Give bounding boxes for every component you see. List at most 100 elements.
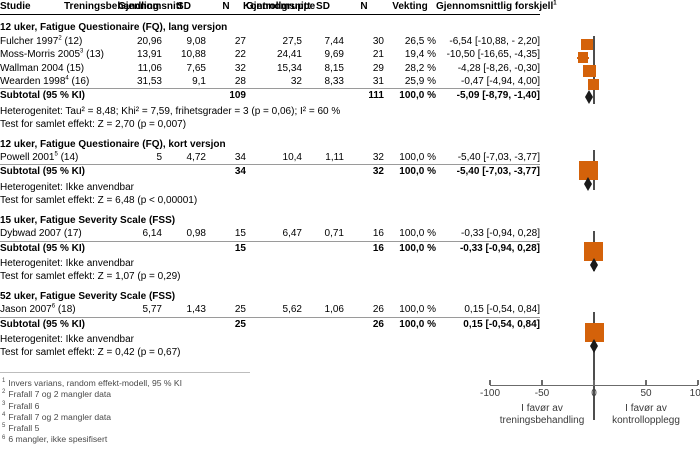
statistics-row: Heterogenitet: Ikke anvendbar xyxy=(0,179,540,194)
effect-test-text: Test for samlet effekt: Z = 2,70 (p = 0,… xyxy=(0,119,187,131)
heterogeneity-text: Heterogenitet: Ikke anvendbar xyxy=(0,257,134,269)
forest-plot-canvas: -100-50050100I favør avtreningsbehandlin… xyxy=(478,0,700,457)
footnote-text: Frafall 5 xyxy=(8,423,40,434)
subtotal-blank-sd-treatment xyxy=(162,317,206,331)
column-header-mean-treatment: Gjennomsnitt xyxy=(118,1,183,12)
mean-control: 6,47 xyxy=(282,228,302,240)
heterogeneity-text: Heterogenitet: Tau² = 8,48; Khi² = 7,59,… xyxy=(0,105,341,117)
footnote-list: 1 Invers varians, random effekt-modell, 9… xyxy=(2,378,322,446)
footnote-marker: 4 xyxy=(2,412,6,419)
x-axis-tick xyxy=(489,380,491,385)
subtotal-row: Subtotal (95 % KI) 109 111 100,0 % -5,09 [-8… xyxy=(0,89,540,103)
heterogeneity-text: Heterogenitet: Ikke anvendbar xyxy=(0,181,134,193)
subtotal-label: Subtotal (95 % KI) xyxy=(0,166,86,178)
subtotal-rule xyxy=(0,240,540,242)
x-axis-line xyxy=(490,385,698,386)
statistics-row: Test for samlet effekt: Z = 0,42 (p = 0,… xyxy=(0,346,540,359)
subtotal-blank-mean-treatment xyxy=(118,317,162,331)
summary-diamond xyxy=(590,338,599,353)
footnote-text: 6 mangler, ikke spesifisert xyxy=(8,434,108,445)
column-group-treatment: Treningsbehandling xyxy=(64,1,160,12)
n-control: 21 xyxy=(372,49,384,61)
section-title: 15 uker, Fatigue Severity Scale (FSS) xyxy=(0,214,176,226)
x-axis-tick-label: 50 xyxy=(640,388,652,399)
subtotal-effect-estimate: -5,40 [-7,03, -3,77] xyxy=(456,166,540,178)
section-title-row: 12 uker, Fatigue Questionaire (FQ), lang… xyxy=(0,15,540,35)
subtotal-n-control: 111 xyxy=(368,90,384,102)
sd-control: 1,11 xyxy=(325,152,344,164)
subtotal-effect-estimate: -0,33 [-0,94, 0,28] xyxy=(459,242,540,254)
subtotal-n-treatment: 15 xyxy=(234,242,246,254)
effect-estimate: -0,47 [-4,94, 4,00] xyxy=(461,76,540,88)
mean-control: 10,4 xyxy=(282,152,302,164)
header-rule-cell xyxy=(0,14,540,16)
effect-estimate: -4,28 [-8,26, -0,30] xyxy=(457,62,540,74)
subtotal-blank-sd-treatment xyxy=(162,241,206,255)
sd-treatment: 7,65 xyxy=(186,62,206,74)
subtotal-label: Subtotal (95 % KI) xyxy=(0,90,86,102)
column-header-effect: Gjennomsnittlig forskjell1 xyxy=(436,0,557,12)
table-row: Jason 20076 (18) 5,77 1,43 25 5,62 1,06 26 100,… xyxy=(0,303,540,316)
footnote-marker: 2 xyxy=(2,389,6,396)
subtotal-blank-sd-control xyxy=(302,317,344,331)
n-treatment: 28 xyxy=(234,76,246,88)
study-label: Dybwad 2007 (17) xyxy=(0,228,82,240)
statistics-row: Heterogenitet: Ikke anvendbar xyxy=(0,255,540,270)
subtotal-rule-cell xyxy=(0,240,540,242)
footnote-text: Frafall 6 xyxy=(8,400,40,411)
table-header-row: Studie Gjennomsnitt SD N Gjennomsnitt SD N Vekt… xyxy=(0,0,557,14)
point-estimate-square xyxy=(581,38,594,51)
favours-treatment-label: I favør av treningsbehandling xyxy=(500,403,585,427)
subtotal-blank-sd-control xyxy=(302,89,344,103)
mean-control: 5,62 xyxy=(282,304,302,316)
subtotal-n-control: 16 xyxy=(372,242,384,254)
subtotal-blank-mean-treatment xyxy=(118,241,162,255)
weight-value: 26,5 % xyxy=(404,35,436,47)
n-treatment: 15 xyxy=(234,228,246,240)
section-title-row: 12 uker, Fatigue Questionaire (FQ), kort… xyxy=(0,132,540,151)
heterogeneity-text: Heterogenitet: Ikke anvendbar xyxy=(0,333,134,345)
subtotal-row: Subtotal (95 % KI) 25 26 100,0 % 0,15 [-0,54… xyxy=(0,317,540,331)
footnote-item: 5 Frafall 5 xyxy=(2,423,322,434)
favours-treatment-label-line1: I favør av xyxy=(521,403,563,414)
section-title: 12 uker, Fatigue Questionaire (FQ), kort… xyxy=(0,138,226,150)
footnote-marker: 3 xyxy=(2,400,6,407)
n-control: 26 xyxy=(372,304,384,316)
sd-control: 7,44 xyxy=(324,35,344,47)
column-group-control: Kontrollgruppe xyxy=(243,1,316,12)
sd-treatment: 4,72 xyxy=(186,152,206,164)
column-header-mean-control: Gjennomsnitt xyxy=(246,1,311,12)
footnote-marker: 5 xyxy=(2,423,6,430)
footnote-text: Invers varians, random effekt-modell, 95… xyxy=(8,378,183,388)
subtotal-blank-mean-control xyxy=(246,165,302,179)
effect-estimate: -0,33 [-0,94, 0,28] xyxy=(461,228,540,240)
study-label: Wearden 19984 (16) xyxy=(0,75,90,88)
subtotal-effect-estimate: 0,15 [-0,54, 0,84] xyxy=(463,318,540,330)
weight-value: 100,0 % xyxy=(399,304,436,316)
footnote-marker: 1 xyxy=(553,0,557,7)
column-header-n-treatment: N xyxy=(222,1,230,12)
subtotal-blank-sd-treatment xyxy=(162,165,206,179)
column-header-weight: Vekting xyxy=(392,1,428,12)
subtotal-rule xyxy=(0,88,540,90)
point-estimate-square xyxy=(578,161,598,180)
statistics-row: Heterogenitet: Tau² = 8,48; Khi² = 7,59,… xyxy=(0,103,540,118)
point-estimate-square xyxy=(587,78,600,91)
subtotal-n-control: 32 xyxy=(372,166,384,178)
mean-control: 15,34 xyxy=(276,62,302,74)
point-estimate-square xyxy=(584,242,604,261)
effect-test-text: Test for samlet effekt: Z = 6,48 (p < 0,… xyxy=(0,195,198,207)
mean-control: 24,41 xyxy=(276,49,302,61)
sd-treatment: 1,43 xyxy=(186,304,206,316)
effect-test-text: Test for samlet effekt: Z = 0,42 (p = 0,… xyxy=(0,347,181,359)
statistics-row: Test for samlet effekt: Z = 1,07 (p = 0,… xyxy=(0,270,540,283)
n-control: 29 xyxy=(372,62,384,74)
subtotal-label: Subtotal (95 % KI) xyxy=(0,242,86,254)
subtotal-label: Subtotal (95 % KI) xyxy=(0,318,86,330)
footnote-item: 1 Invers varians, random effekt-modell, 9… xyxy=(2,378,322,389)
subtotal-rule xyxy=(0,316,540,318)
study-label: Moss-Morris 20053 (13) xyxy=(0,48,104,61)
x-axis-tick xyxy=(541,380,543,385)
effect-test-text: Test for samlet effekt: Z = 1,07 (p = 0,… xyxy=(0,271,181,283)
